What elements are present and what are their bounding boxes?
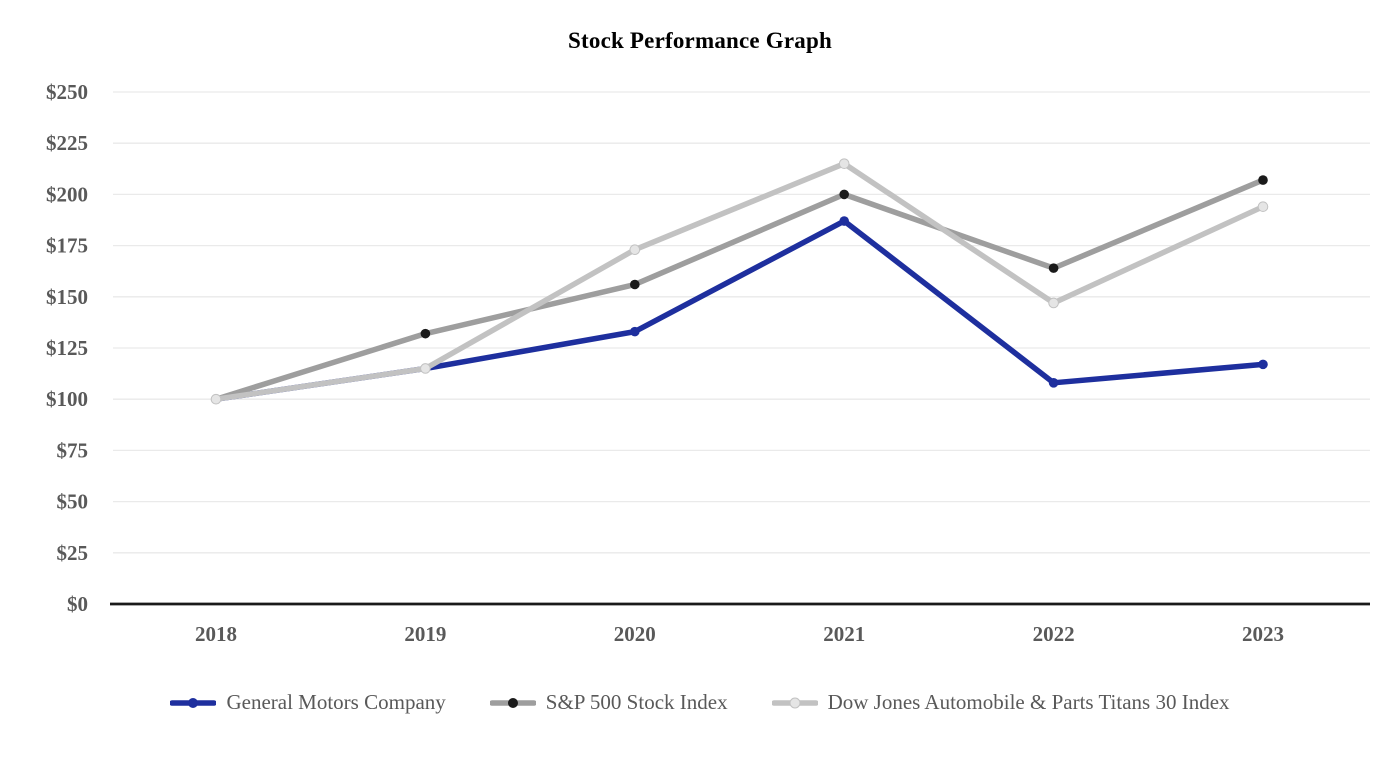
- y-axis-tick-label: $150: [46, 285, 88, 309]
- y-axis-tick-label: $250: [46, 80, 88, 104]
- legend-marker-icon: [489, 697, 536, 708]
- legend-label: Dow Jones Automobile & Parts Titans 30 I…: [827, 690, 1230, 714]
- series-line-s-p-500-stock-index: [213, 177, 1266, 402]
- series-marker-s-p-500-stock-index: [1048, 263, 1059, 273]
- y-axis-tick-label: $125: [46, 336, 88, 360]
- series-marker-general-motors-company: [839, 216, 849, 226]
- y-axis-tick-label: $200: [46, 182, 88, 206]
- chart-title: Stock Performance Graph: [568, 28, 832, 53]
- legend-label: General Motors Company: [226, 690, 446, 714]
- series-marker-dow-jones-automobile-parts-titans-30-index: [1257, 201, 1269, 212]
- chart-plot-area: $0 $25 $50 $75 $100 $125 $150 $175 $200 $225 $250 2…: [46, 80, 1370, 646]
- x-axis-label: 2022: [1033, 622, 1075, 646]
- series-marker-dow-jones-automobile-parts-titans-30-index: [210, 393, 222, 405]
- legend-marker-icon: [771, 697, 818, 708]
- series-marker-dow-jones-automobile-parts-titans-30-index: [1048, 297, 1059, 309]
- series-marker-dow-jones-automobile-parts-titans-30-index: [838, 158, 850, 169]
- series-marker-general-motors-company: [630, 326, 640, 337]
- series-marker-s-p-500-stock-index: [630, 279, 640, 290]
- series-marker-s-p-500-stock-index: [839, 189, 849, 200]
- y-axis-tick-label: $175: [46, 234, 88, 258]
- y-axis-tick-label: $50: [57, 490, 89, 514]
- y-axis-tick-label: $0: [67, 592, 88, 616]
- legend-item-dow-jones-automobile-parts-titans-30-index: Dow Jones Automobile & Parts Titans 30 I…: [771, 690, 1230, 715]
- y-axis-tick-label: $75: [57, 438, 89, 462]
- y-axis-tick-label: $100: [46, 387, 88, 411]
- x-axis-label: 2021: [823, 622, 865, 646]
- y-axis-tick-label: $225: [46, 131, 88, 155]
- legend-dot-swatch: [507, 697, 518, 708]
- series-marker-general-motors-company: [1048, 378, 1059, 388]
- chart-legend: General Motors Company S&P 500 Stock Inde…: [0, 690, 1400, 715]
- legend-marker-icon: [170, 697, 217, 708]
- x-axis-label: 2019: [404, 622, 446, 646]
- legend-dot-swatch: [789, 697, 801, 708]
- x-axis-label: 2020: [614, 622, 656, 646]
- series-marker-dow-jones-automobile-parts-titans-30-index: [629, 244, 641, 255]
- legend-dot-swatch: [188, 697, 199, 708]
- y-axis-tick-label: $25: [57, 541, 89, 565]
- legend-item-s-p-500-stock-index: S&P 500 Stock Index: [489, 690, 728, 715]
- series-marker-s-p-500-stock-index: [1258, 175, 1268, 185]
- legend-item-general-motors-company: General Motors Company: [170, 690, 446, 715]
- series-marker-general-motors-company: [1258, 359, 1268, 370]
- legend-label: S&P 500 Stock Index: [545, 690, 728, 714]
- series-marker-dow-jones-automobile-parts-titans-30-index: [420, 363, 431, 374]
- x-axis-label: 2023: [1242, 622, 1284, 646]
- series-marker-s-p-500-stock-index: [420, 328, 431, 339]
- series-line-dow-jones-automobile-parts-titans-30-index: [213, 160, 1266, 402]
- x-axis-label: 2018: [195, 622, 237, 646]
